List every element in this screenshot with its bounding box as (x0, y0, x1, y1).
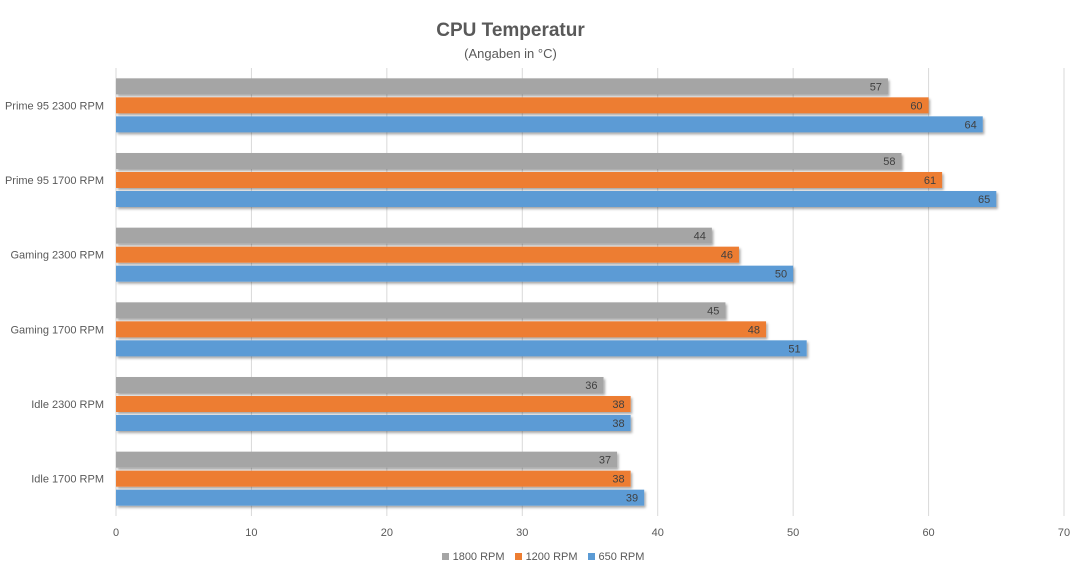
bar (116, 227, 712, 244)
chart-title: CPU Temperatur (436, 20, 585, 41)
x-tick-label: 70 (1058, 527, 1070, 539)
bar (116, 415, 631, 431)
chart-subtitle: (Angaben in °C) (464, 46, 557, 61)
bar (116, 396, 631, 412)
legend-swatch (514, 553, 522, 560)
data-label: 38 (612, 399, 624, 411)
legend-item: 1800 RPM (441, 551, 505, 563)
data-label: 38 (612, 474, 624, 486)
bar (116, 78, 888, 95)
category-label: Gaming 2300 RPM (10, 250, 104, 262)
legend: 1800 RPM 1200 RPM 650 RPM (0, 551, 1083, 563)
data-label: 36 (585, 380, 597, 392)
bar (116, 340, 807, 357)
data-label: 44 (694, 231, 706, 243)
bar (116, 116, 983, 133)
category-label: Idle 1700 RPM (31, 474, 104, 486)
x-tick-label: 30 (516, 527, 528, 539)
x-tick-label: 50 (787, 527, 799, 539)
legend-swatch (587, 553, 595, 560)
bar (116, 451, 618, 468)
bar (116, 470, 631, 487)
category-label: Prime 95 2300 RPM (5, 100, 104, 112)
bar (116, 321, 767, 338)
data-label: 45 (707, 305, 719, 317)
data-label: 39 (626, 493, 638, 505)
legend-label: 1200 RPM (525, 551, 578, 563)
bar (116, 191, 997, 207)
data-label: 64 (964, 119, 976, 131)
legend-item: 650 RPM (587, 551, 645, 563)
x-tick-label: 20 (381, 527, 393, 539)
bar (116, 377, 604, 393)
data-label: 60 (910, 100, 922, 112)
data-label: 57 (870, 81, 882, 93)
bar (116, 172, 943, 188)
data-label: 50 (775, 269, 787, 281)
bar (116, 246, 739, 263)
data-label: 65 (978, 194, 990, 206)
legend-item: 1200 RPM (514, 551, 578, 563)
x-tick-label: 40 (652, 527, 664, 539)
bar (116, 265, 794, 282)
data-label: 48 (748, 324, 760, 336)
legend-label: 650 RPM (598, 551, 645, 563)
x-tick-label: 60 (922, 527, 934, 539)
data-label: 58 (883, 156, 895, 168)
data-label: 38 (612, 418, 624, 430)
bar (116, 302, 726, 319)
data-label: 37 (599, 455, 611, 467)
x-tick-label: 0 (113, 527, 119, 539)
category-label: Idle 2300 RPM (31, 399, 104, 411)
data-label: 46 (721, 250, 733, 262)
bar (116, 153, 902, 169)
bar (116, 97, 929, 114)
category-label: Prime 95 1700 RPM (5, 175, 104, 187)
data-label: 61 (924, 175, 936, 187)
category-label: Gaming 1700 RPM (10, 324, 104, 336)
legend-swatch (441, 553, 449, 560)
legend-label: 1800 RPM (452, 551, 505, 563)
data-label: 51 (788, 343, 800, 355)
x-tick-label: 10 (245, 527, 257, 539)
bar (116, 489, 645, 506)
